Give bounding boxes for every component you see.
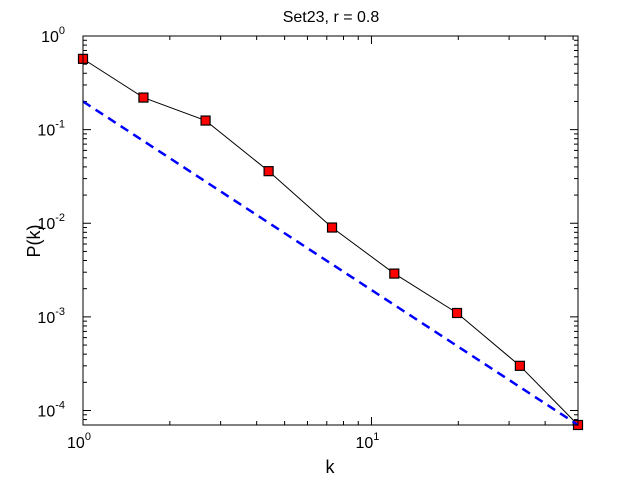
chart-title: Set23, r = 0.8 <box>283 9 380 26</box>
y-tick-label: 10-1 <box>37 119 65 140</box>
data-point-marker <box>514 360 525 371</box>
y-tick-label: 10-2 <box>37 212 65 233</box>
data-point-marker <box>200 115 211 126</box>
y-tick-label: 10-3 <box>37 306 65 327</box>
data-point-marker <box>451 307 463 319</box>
plot-area: 100 101 100 10-1 10-2 10-3 10-4 <box>37 25 584 452</box>
data-point-marker <box>138 92 149 103</box>
y-tick-label: 10-4 <box>37 399 65 420</box>
reference-dashed-line <box>82 100 579 427</box>
data-point-marker <box>326 222 338 233</box>
axes-frame <box>82 35 579 426</box>
y-axis-label: P(k) <box>24 225 44 258</box>
data-point-marker <box>389 268 400 279</box>
y-tick-label: 100 <box>41 25 65 46</box>
x-tick-label: 100 <box>67 431 91 452</box>
data-point-marker <box>263 166 274 177</box>
x-tick-label: 101 <box>356 431 380 452</box>
x-axis-label: k <box>326 457 336 477</box>
